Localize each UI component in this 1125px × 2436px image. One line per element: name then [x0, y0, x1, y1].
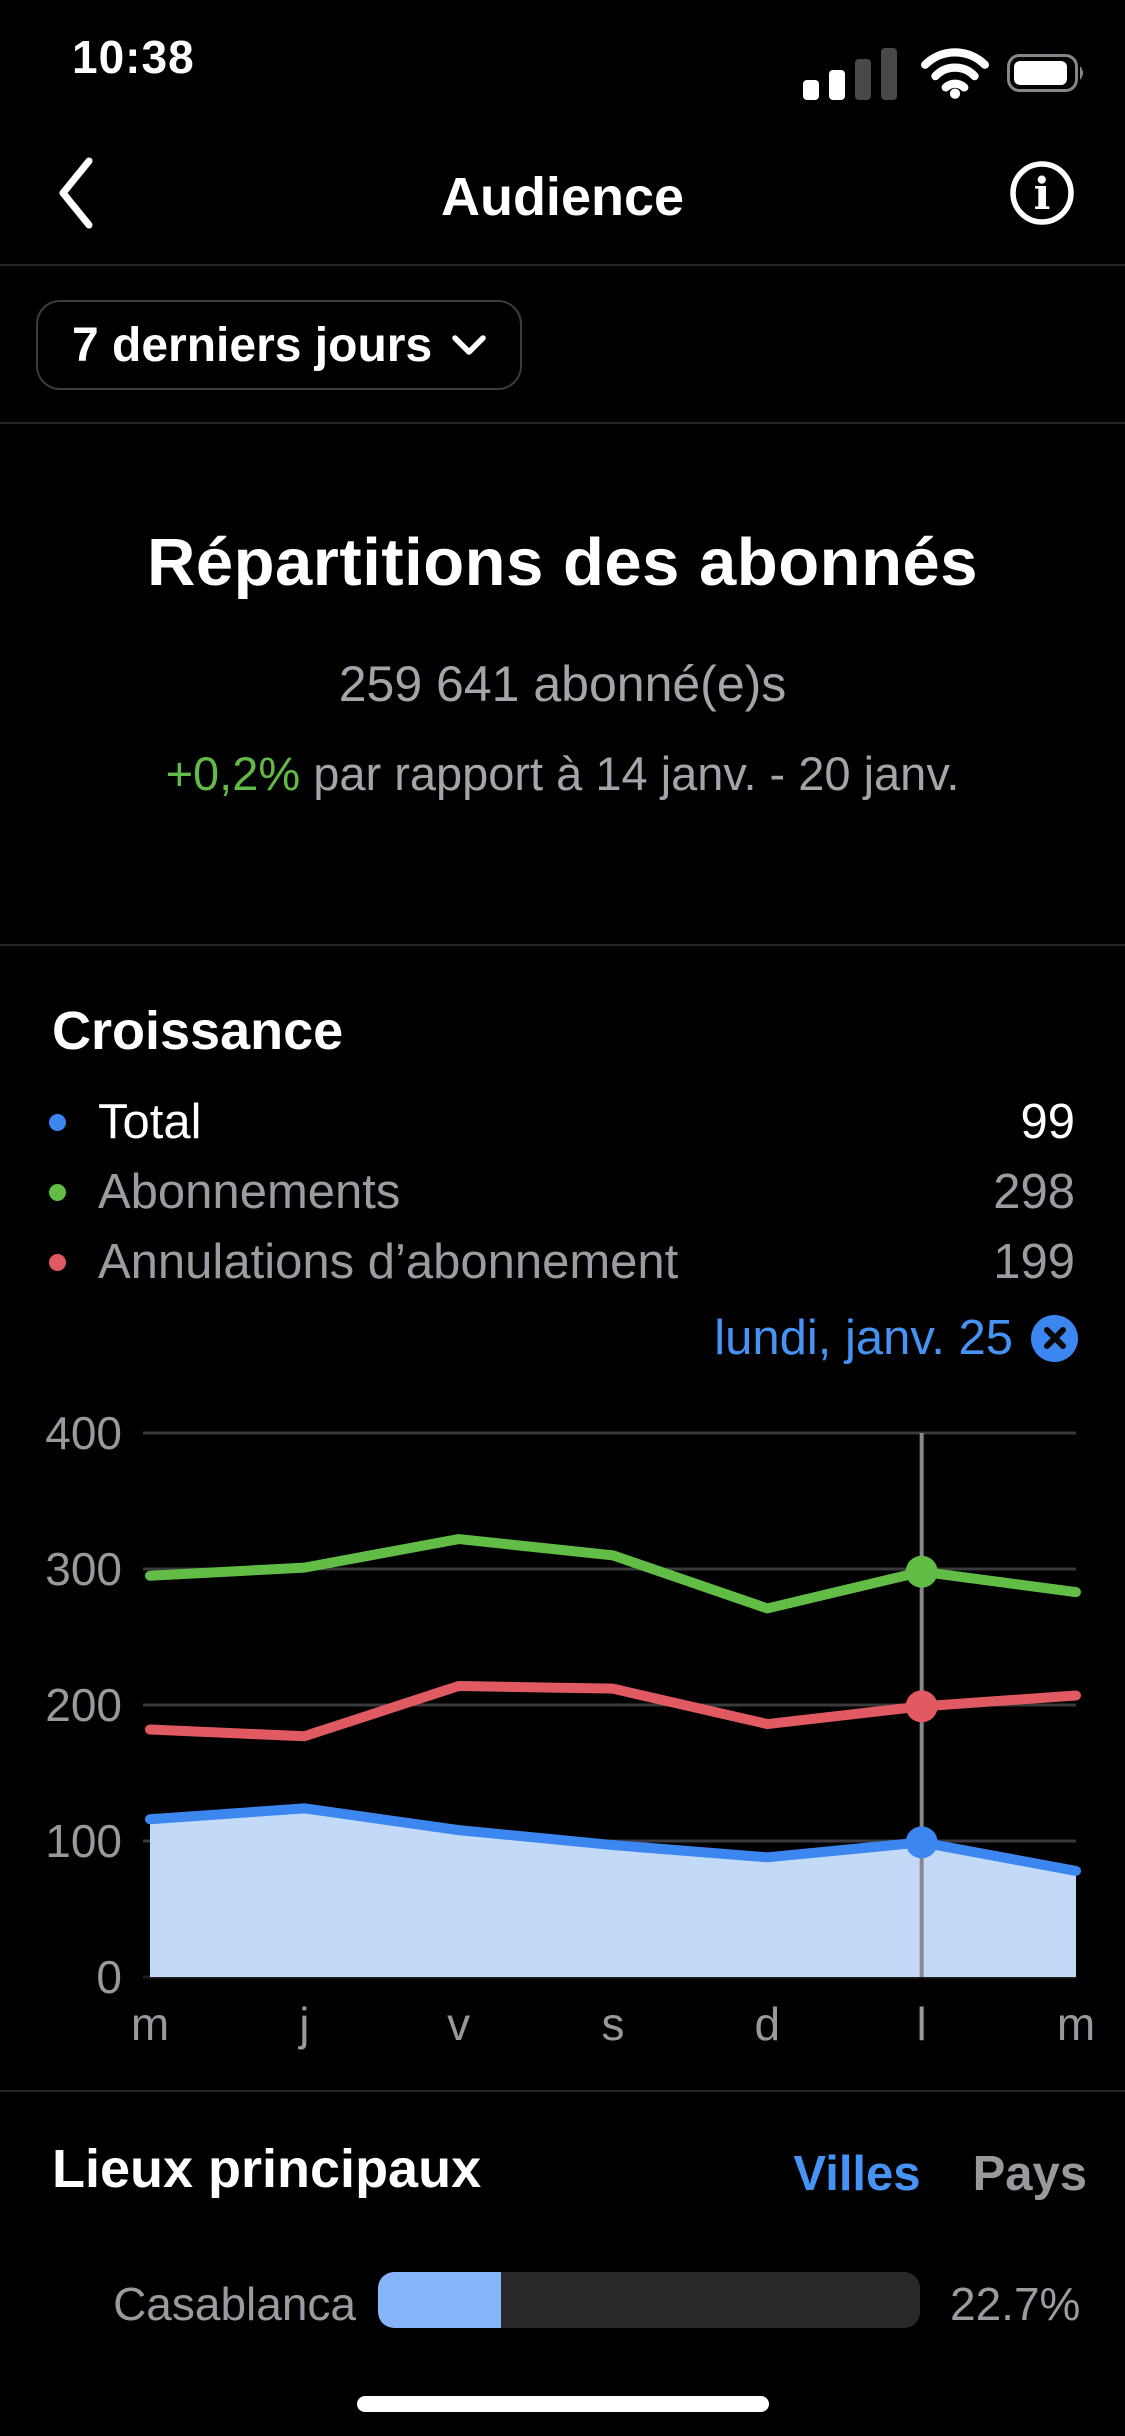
svg-text:v: v [447, 1998, 470, 2050]
divider [0, 264, 1125, 266]
legend-row-total[interactable]: Total 99 [49, 1086, 1075, 1158]
location-bar-track [378, 2272, 920, 2328]
legend-value-total: 99 [1020, 1095, 1075, 1149]
locations-tabs: Villes Pays [793, 2146, 1087, 2202]
svg-text:300: 300 [45, 1543, 122, 1595]
period-filter-button[interactable]: 7 derniers jours [36, 300, 523, 390]
status-icons [803, 46, 1087, 100]
followers-delta: +0,2% par rapport à 14 janv. - 20 janv. [0, 746, 1125, 801]
svg-text:m: m [1057, 1998, 1095, 2050]
legend-row-abonnements[interactable]: Abonnements 298 [49, 1156, 1075, 1228]
location-value: 22.7% [950, 2278, 1081, 2330]
clear-selection-button[interactable] [1031, 1314, 1078, 1362]
divider [0, 422, 1125, 424]
svg-text:l: l [917, 1998, 927, 2050]
divider [0, 2090, 1125, 2092]
cellular-signal-icon [803, 48, 897, 100]
legend-value-abonnements: 298 [993, 1165, 1075, 1219]
legend-dot-abonnements [49, 1183, 66, 1201]
legend-value-annulations: 199 [993, 1235, 1075, 1289]
info-icon: i [1010, 161, 1074, 225]
divider [0, 944, 1125, 946]
svg-text:0: 0 [96, 1951, 122, 2003]
tab-villes[interactable]: Villes [793, 2147, 921, 2201]
chevron-down-icon [452, 335, 486, 355]
info-button[interactable]: i [1007, 158, 1077, 228]
chevron-left-icon [59, 157, 93, 229]
location-bar-fill [378, 2272, 502, 2328]
wifi-icon [921, 48, 989, 99]
legend-label-annulations: Annulations d’abonnement [98, 1235, 679, 1289]
battery-icon [1007, 54, 1083, 92]
svg-text:100: 100 [45, 1815, 122, 1867]
legend-label-total: Total [98, 1095, 202, 1149]
svg-text:d: d [755, 1998, 781, 2050]
selected-date-label: lundi, janv. 25 [714, 1311, 1013, 1365]
legend-dot-total [49, 1113, 66, 1131]
close-icon [1043, 1327, 1066, 1349]
legend-dot-annulations [49, 1253, 66, 1271]
growth-section-title: Croissance [52, 1001, 344, 1061]
legend-row-annulations[interactable]: Annulations d’abonnement 199 [49, 1226, 1075, 1298]
home-indicator[interactable] [356, 2396, 769, 2412]
tab-pays[interactable]: Pays [972, 2147, 1087, 2201]
location-label: Casablanca [113, 2278, 356, 2330]
svg-text:j: j [297, 1998, 309, 2050]
period-filter-label: 7 derniers jours [72, 318, 433, 372]
svg-text:200: 200 [45, 1679, 122, 1731]
followers-count: 259 641 abonné(e)s [338, 656, 787, 712]
status-time: 10:38 [72, 31, 195, 83]
growth-chart[interactable]: 0 100 200 300 400 m j v s d l m [0, 1400, 1125, 2080]
svg-text:s: s [602, 1998, 625, 2050]
back-button[interactable] [40, 148, 110, 238]
svg-text:m: m [131, 1998, 169, 2050]
svg-text:400: 400 [45, 1407, 122, 1459]
delta-value: +0,2% [165, 747, 301, 800]
page-title: Audience [440, 167, 685, 227]
delta-comparison: par rapport à 14 janv. - 20 janv. [300, 747, 960, 800]
legend-label-abonnements: Abonnements [98, 1165, 401, 1219]
top-locations-title: Lieux principaux [52, 2139, 482, 2199]
svg-text:i: i [1034, 169, 1051, 220]
selected-date-chip[interactable]: lundi, janv. 25 [714, 1311, 1078, 1365]
followers-breakdown-title: Répartitions des abonnés [146, 525, 979, 600]
